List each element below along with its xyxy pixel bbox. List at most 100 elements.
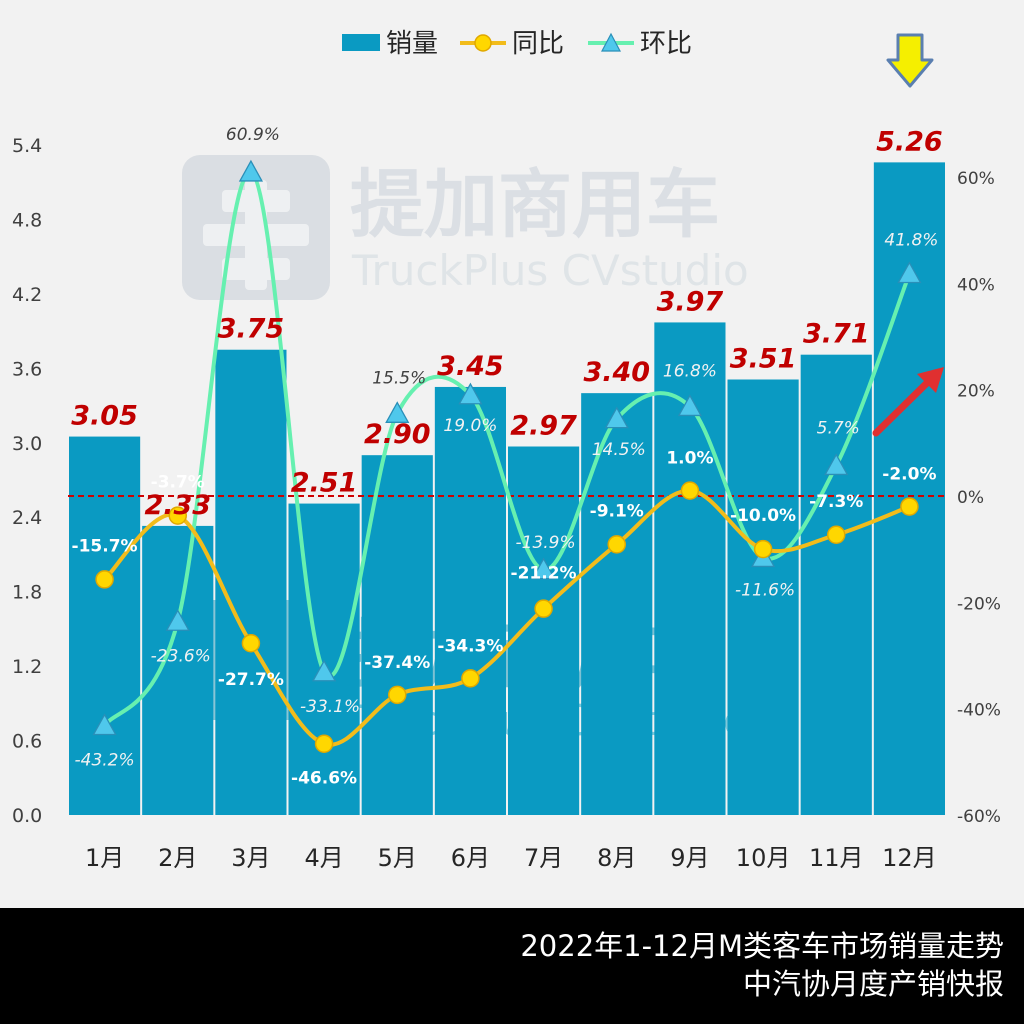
bar-value-label: 3.71 — [803, 319, 870, 350]
yoy-marker — [388, 685, 407, 705]
y-axis-right: -60% -40% -20% 0% 20% 40% 60% — [957, 169, 1001, 827]
x-tick-label: 4月 — [304, 844, 343, 872]
mom-marker — [531, 557, 556, 580]
yoy-value-labels: -15.7% -3.7% -27.7% -46.6% -37.4% -34.3% -21.2… — [72, 449, 937, 789]
yoy-value-label: -2.0% — [882, 465, 936, 485]
x-tick-label: 7月 — [524, 844, 563, 872]
bar-4月 — [288, 503, 360, 815]
y-left-tick-label: 3.0 — [12, 433, 42, 455]
bar-value-label: 3.45 — [437, 351, 504, 382]
y-right-tick-label: 40% — [957, 275, 995, 295]
yoy-value-label: -37.4% — [364, 653, 430, 673]
y-right-tick-label: 60% — [957, 169, 995, 189]
mom-marker — [604, 406, 629, 429]
yoy-value-label: -10.0% — [730, 506, 796, 526]
mom-value-label: -43.2% — [75, 751, 135, 771]
yoy-marker — [168, 506, 187, 525]
y-left-tick-label: 1.2 — [12, 656, 42, 678]
bar-value-label: 3.05 — [71, 401, 138, 432]
mom-value-label: 14.5% — [592, 440, 646, 460]
x-tick-label: 2月 — [158, 844, 197, 872]
mom-value-label: 60.9% — [226, 125, 280, 145]
legend-label-yoy: 同比 — [512, 29, 564, 59]
watermark-brand-cn: 提加商用车 — [350, 162, 720, 248]
y-right-tick-label: -60% — [957, 807, 1001, 827]
up-arrow-icon — [872, 367, 944, 437]
yoy-value-label: -46.6% — [291, 769, 357, 789]
yoy-value-label: -3.7% — [151, 473, 205, 493]
mom-marker — [165, 609, 190, 631]
mom-marker — [677, 394, 703, 417]
caption-footer: 2022年1-12月M类客车市场销量走势 中汽协月度产销快报 — [0, 908, 1024, 1024]
bar-value-label: 5.26 — [876, 126, 943, 157]
yoy-marker — [753, 539, 773, 559]
mom-marker — [824, 453, 849, 476]
x-axis-labels: 1月 2月 3月 4月 5月 6月 7月 8月 9月 10月 11月 12月 — [85, 844, 937, 872]
bar-value-labels: 3.05 2.33 3.75 2.512.90 3.452.973.40 3.973.51… — [71, 126, 942, 521]
yoy-value-label: 1.0% — [666, 449, 713, 469]
down-arrow-icon — [886, 33, 934, 88]
y-left-tick-label: 0.6 — [12, 731, 42, 753]
bar-12月 — [873, 162, 945, 816]
yoy-marker — [827, 525, 846, 545]
y-right-tick-label: 20% — [957, 382, 995, 402]
mom-value-labels: -43.2% -23.6% 60.9% -33.1% 15.5% 19.0% -13.9% 1… — [75, 125, 939, 771]
legend: 销量 同比 环比 — [342, 29, 692, 59]
y-axis-left: 0.0 0.6 1.2 1.8 2.4 3.0 3.6 4.2 4.8 5.4 — [12, 135, 42, 827]
x-tick-label: 10月 — [736, 844, 791, 872]
mom-marker — [897, 261, 922, 284]
caption-title: 2022年1-12月M类客车市场销量走势 — [520, 929, 1004, 963]
mom-marker — [311, 659, 337, 682]
mom-marker — [92, 713, 117, 736]
yoy-value-label: -7.3% — [809, 492, 863, 512]
x-tick-label: 9月 — [670, 844, 709, 872]
mom-value-label: -13.9% — [516, 533, 576, 553]
yoy-marker — [461, 669, 480, 688]
yoy-marker — [95, 570, 114, 589]
y-right-tick-label: 0% — [957, 488, 984, 508]
caption-source: 中汽协月度产销快报 — [742, 967, 1004, 1001]
yoy-marker — [900, 497, 919, 516]
watermark-brand-en: TruckPlus CVstudio — [351, 246, 749, 295]
mom-value-label: 19.0% — [443, 416, 497, 436]
yoy-marker — [241, 633, 261, 653]
y-left-tick-label: 4.8 — [12, 209, 42, 231]
mom-value-label: -33.1% — [300, 697, 360, 717]
y-left-tick-label: 3.6 — [12, 358, 42, 380]
mom-marker — [385, 401, 410, 423]
x-tick-label: 12月 — [882, 844, 937, 872]
x-tick-label: 1月 — [85, 844, 124, 872]
x-tick-label: 6月 — [451, 844, 490, 872]
yoy-value-label: -34.3% — [437, 636, 503, 656]
yoy-value-label: -27.7% — [218, 670, 284, 690]
chart-area: 提加商用车 TruckPlus CVstudio 提加商用车 TruckPlus… — [12, 29, 1001, 872]
x-tick-label: 11月 — [809, 844, 864, 872]
mom-marker — [458, 382, 483, 405]
bar-value-label: 3.51 — [730, 344, 797, 375]
mom-value-label: -11.6% — [735, 581, 795, 601]
bar-value-label: 3.97 — [657, 286, 724, 317]
bar-value-label: 2.90 — [364, 419, 431, 450]
x-tick-label: 8月 — [597, 844, 636, 872]
yoy-marker — [314, 734, 334, 753]
y-left-tick-label: 0.0 — [12, 805, 42, 827]
yoy-marker — [680, 481, 700, 500]
bar-value-label: 2.51 — [291, 468, 358, 499]
y-right-tick-label: -40% — [957, 701, 1001, 721]
y-left-tick-label: 1.8 — [12, 582, 42, 604]
x-tick-label: 5月 — [378, 844, 417, 872]
bar-3月 — [215, 349, 287, 815]
bar-6月 — [434, 386, 506, 815]
bar-value-label: 2.97 — [510, 411, 577, 442]
legend-marker-yoy — [474, 34, 492, 52]
yoy-value-label: -21.2% — [511, 564, 577, 584]
chart-svg: 提加商用车 TruckPlus CVstudio 提加商用车 TruckPlus… — [12, 29, 1001, 872]
yoy-series — [95, 481, 919, 753]
mom-value-label: 15.5% — [372, 369, 426, 389]
mom-value-label: 5.7% — [817, 419, 860, 439]
legend-swatch-sales — [342, 34, 380, 51]
bar-value-label: 2.33 — [144, 490, 211, 521]
y-left-tick-label: 4.2 — [12, 284, 42, 306]
mom-marker — [238, 159, 264, 182]
mom-value-label: 41.8% — [884, 231, 938, 251]
